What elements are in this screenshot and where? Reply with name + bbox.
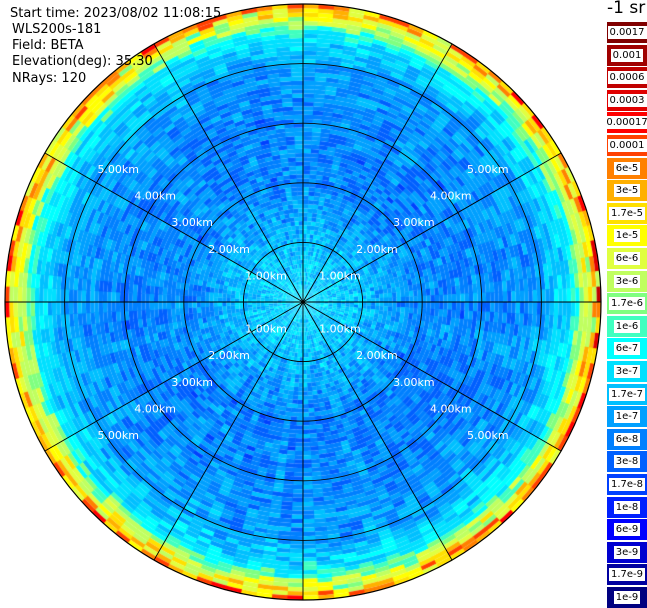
colorbar-swatch: 0.0001 [607,135,647,156]
range-label: 5.00km [467,429,509,442]
colorbar-swatch: 3e-5 [607,180,647,202]
colorbar-swatch: 0.001 [607,44,647,66]
range-label: 4.00km [430,402,472,415]
range-label: 2.00km [208,349,250,362]
colorbar-label: 1.7e-7 [608,387,646,401]
range-label: 1.00km [245,323,287,336]
instrument-text: WLS200s-181 [12,22,102,37]
colorbar-label: 1e-5 [613,229,641,243]
colorbar-swatch: 0.0017 [607,22,647,43]
colorbar-swatch: 1e-9 [607,587,647,608]
range-label: 2.00km [356,243,398,256]
colorbar-label: 1e-9 [613,591,641,604]
azimuth-spoke [302,43,453,303]
colorbar-swatch: 1e-7 [607,406,647,428]
azimuth-spoke [153,301,304,561]
colorbar-label: 0.001 [610,48,644,62]
range-label: 4.00km [134,402,176,415]
colorbar-label: 3e-6 [613,274,641,288]
range-label: 2.00km [356,349,398,362]
colorbar-label: 1.7e-8 [608,478,646,491]
colorbar-label: 0.0017 [607,26,647,39]
range-label: 3.00km [171,216,213,229]
field-text: Field: BETA [12,38,84,53]
colorbar-title: -1 sr [607,0,646,18]
colorbar-swatch: 1e-5 [607,225,647,247]
colorbar-label: 0.0003 [607,93,647,107]
range-label: 1.00km [319,269,361,282]
range-label: 5.00km [467,163,509,176]
colorbar-swatch: 1.7e-8 [607,474,647,495]
colorbar-label: 3e-9 [613,545,641,559]
colorbar-swatch: 3e-8 [607,451,647,473]
range-label: 2.00km [208,243,250,256]
azimuth-spoke [302,301,562,452]
range-label: 3.00km [393,216,435,229]
colorbar-swatch: 3e-7 [607,361,647,382]
range-label: 3.00km [393,376,435,389]
azimuth-spoke [153,43,304,303]
colorbar-swatch: 6e-8 [607,428,647,450]
colorbar-label: 6e-9 [613,523,641,537]
colorbar-label: 1e-8 [613,500,641,514]
colorbar-swatch: 6e-7 [607,338,647,360]
range-label: 1.00km [319,323,361,336]
colorbar-label: 6e-5 [613,161,641,175]
colorbar-swatch: 1e-6 [607,315,647,337]
colorbar-label: 1e-6 [613,319,641,333]
colorbar-swatch: 0.0003 [607,89,647,111]
colorbar-label: 3e-8 [613,455,641,469]
range-label: 5.00km [97,429,139,442]
range-label: 4.00km [430,190,472,203]
colorbar-swatch: 6e-5 [607,157,647,179]
nrays-text: NRays: 120 [12,71,87,86]
colorbar-label: 1.7e-5 [608,206,646,220]
colorbar-swatch: 1.7e-6 [607,293,647,315]
range-label: 3.00km [171,376,213,389]
colorbar-label: 0.0001 [607,139,647,152]
colorbar-label: 6e-7 [613,342,641,356]
colorbar-swatch: 1.7e-9 [607,564,647,586]
colorbar-label: 0.00017 [604,116,647,130]
azimuth-spoke [302,152,562,303]
colorbar-label: 6e-8 [613,432,641,446]
colorbar-swatch: 6e-9 [607,519,647,541]
colorbar-swatch: 3e-9 [607,541,647,563]
elevation-text: Elevation(deg): 35.30 [12,54,153,69]
colorbar-label: 1.7e-6 [608,297,646,311]
colorbar-label: 6e-6 [613,252,641,265]
azimuth-spoke [44,152,304,303]
colorbar-swatch: 1.7e-5 [607,202,647,224]
colorbar-label: 1e-7 [613,410,641,424]
colorbar-swatch: 0.0006 [607,67,647,89]
range-labels: 1.00km 1.00km 1.00km 1.00km 2.00km 2.00km 2.00… [97,163,508,442]
azimuth-spoke [44,301,304,452]
colorbar-swatch: 1e-8 [607,496,647,518]
colorbar-swatch: 6e-6 [607,248,647,269]
azimuth-spokes [5,4,601,600]
range-label: 5.00km [97,163,139,176]
colorbar-label: 0.0006 [607,71,647,85]
start-time-text: Start time: 2023/08/02 11:08:15 [10,6,222,21]
colorbar-swatch: 3e-6 [607,270,647,292]
colorbar-label: 1.7e-9 [608,568,646,582]
colorbar-swatch: 1.7e-7 [607,383,647,405]
colorbar-swatch: 0.00017 [604,112,647,134]
colorbar-label: 3e-7 [613,365,641,378]
azimuth-spoke [302,301,453,561]
colorbar-label: 3e-5 [613,184,641,198]
range-label: 4.00km [134,190,176,203]
range-label: 1.00km [245,269,287,282]
